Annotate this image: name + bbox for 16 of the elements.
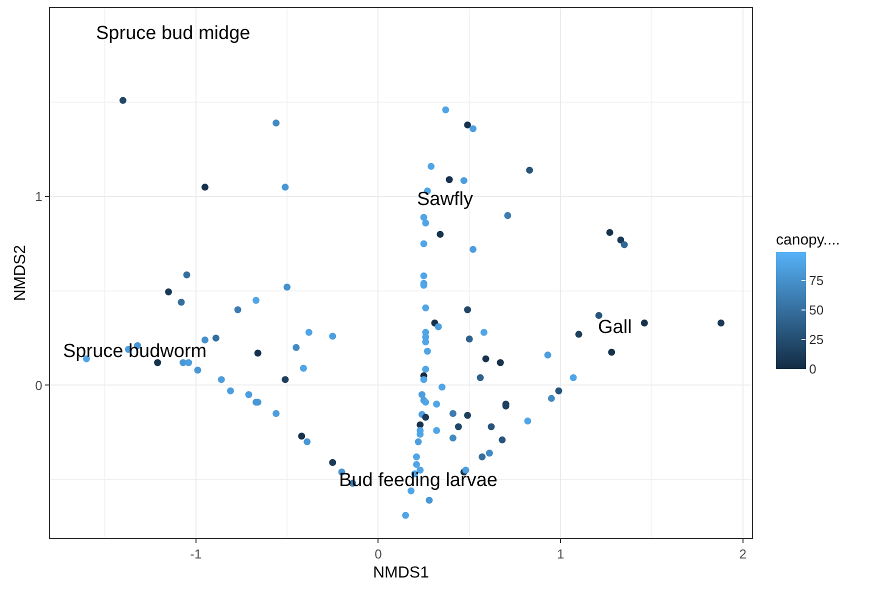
color-bar-label: 75 xyxy=(809,272,824,288)
x-tick-label: -1 xyxy=(190,546,202,562)
annotation: Bud feeding larvae xyxy=(339,470,498,491)
annotation: Sawfly xyxy=(417,189,474,210)
annotation: Spruce bud midge xyxy=(96,23,250,44)
x-tick-label: 1 xyxy=(556,546,564,562)
color-bar-label: 0 xyxy=(809,362,816,377)
x-axis-title: NMDS1 xyxy=(372,564,430,582)
color-bar-label: 50 xyxy=(809,302,824,318)
legend-title: canopy.... xyxy=(776,231,840,248)
annotation: Gall xyxy=(598,317,632,338)
x-tick-label: 0 xyxy=(374,546,382,562)
annotation: Spruce budworm xyxy=(63,341,207,362)
y-axis-title: NMDS2 xyxy=(12,244,30,302)
x-tick-label: 2 xyxy=(739,546,746,562)
color-bar-label: 25 xyxy=(809,332,824,347)
